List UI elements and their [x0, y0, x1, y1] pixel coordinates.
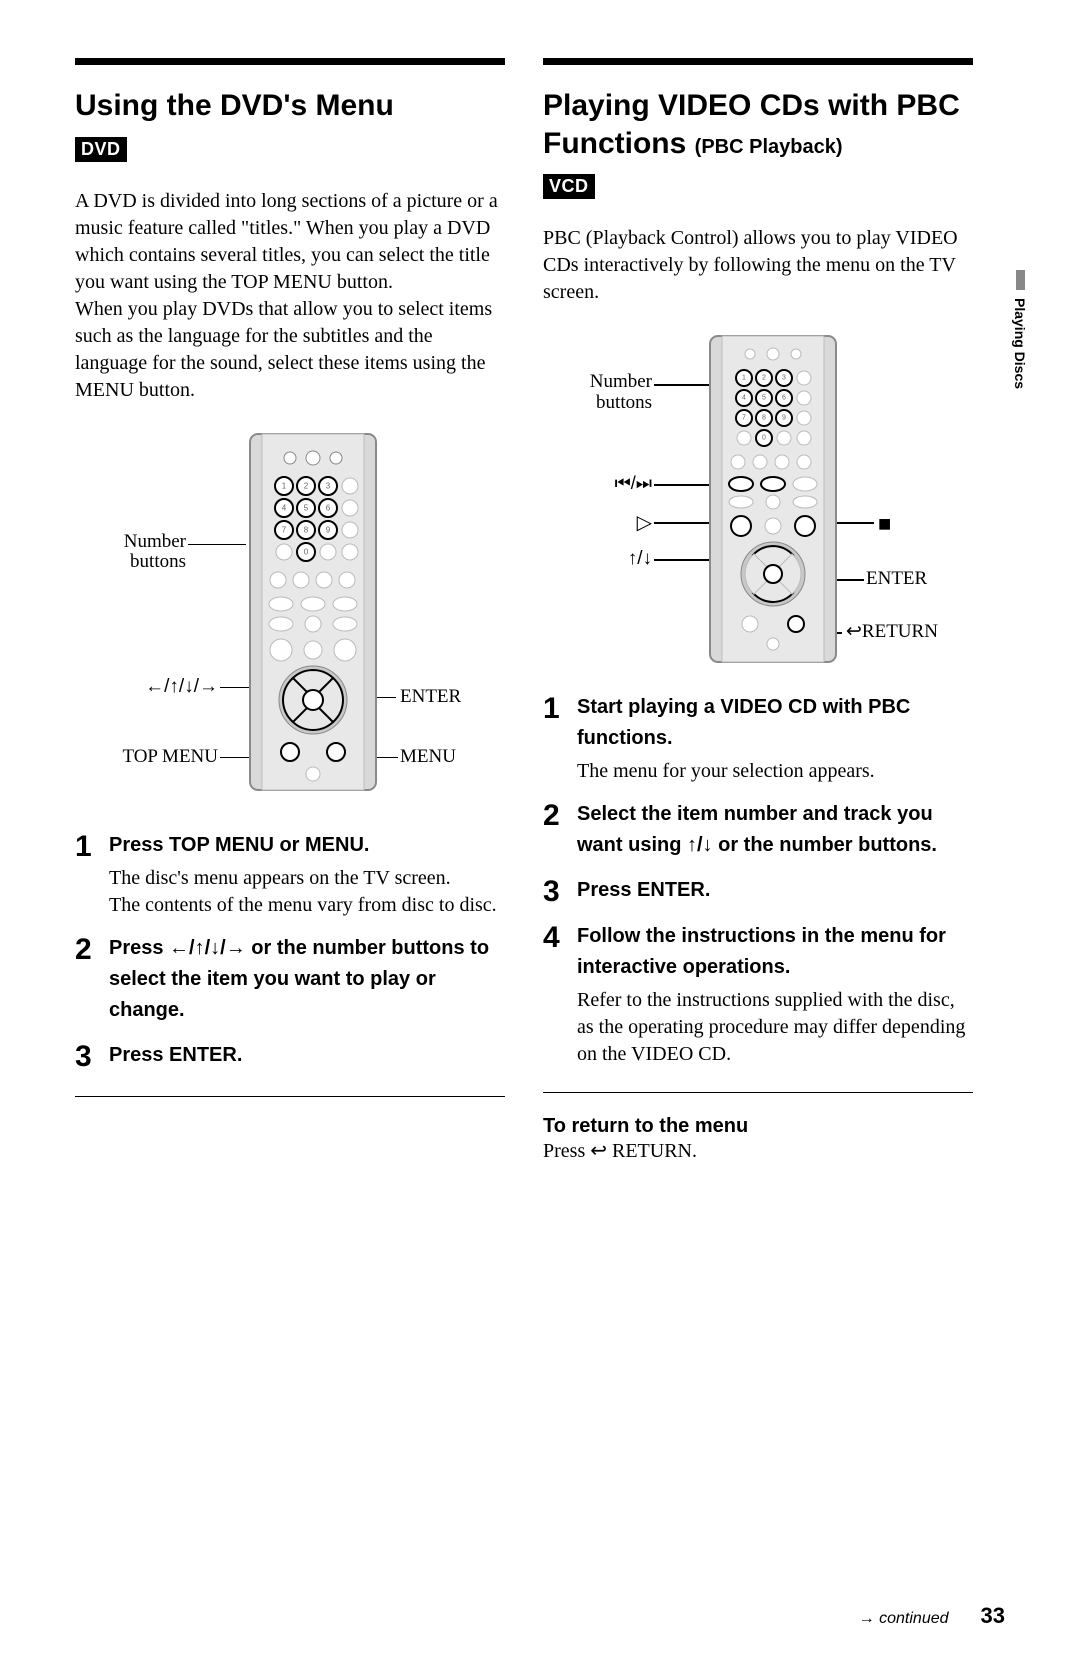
lead-line: [654, 522, 714, 524]
step-number: 3: [75, 1040, 109, 1072]
svg-text:5: 5: [762, 395, 766, 402]
right-title-sub: (PBC Playback): [695, 136, 843, 158]
note-text: Press ↩ RETURN.: [543, 1138, 973, 1165]
step-heading: Press ENTER.: [109, 1040, 505, 1071]
svg-text:0: 0: [762, 435, 766, 442]
step-heading: Press ←/↑/↓/→ or the number buttons to s…: [109, 933, 505, 1026]
continued-indicator: → continued: [859, 1610, 949, 1628]
svg-text:7: 7: [282, 525, 287, 534]
page-number: 33: [981, 1603, 1005, 1629]
svg-text:5: 5: [304, 503, 309, 512]
right-remote-figure: Number buttons ⏮/⏭ ▷ ↑/↓ ■ ENTER ↩RETURN: [548, 334, 968, 674]
svg-text:8: 8: [762, 415, 766, 422]
step-heading: Start playing a VIDEO CD with PBC functi…: [577, 692, 973, 754]
side-tab-label: Playing Discs: [1012, 298, 1028, 389]
svg-text:3: 3: [326, 481, 331, 490]
step: 2 Press ←/↑/↓/→ or the number buttons to…: [75, 933, 505, 1026]
svg-text:9: 9: [326, 525, 331, 534]
left-column: Using the DVD's Menu DVD A DVD is divide…: [75, 58, 505, 1165]
step: 3 Press ENTER.: [75, 1040, 505, 1072]
left-title: Using the DVD's Menu: [75, 87, 505, 125]
note-heading: To return to the menu: [543, 1115, 973, 1138]
section-rule: [543, 58, 973, 65]
step-number: 4: [543, 921, 577, 953]
svg-text:6: 6: [326, 503, 331, 512]
step-heading: Select the item number and track you wan…: [577, 799, 973, 861]
right-title: Playing VIDEO CDs with PBC Functions (PB…: [543, 87, 973, 162]
step-number: 1: [543, 692, 577, 724]
callout-arrows: ←/↑/↓/→: [100, 677, 218, 698]
callout-updown: ↑/↓: [598, 549, 652, 570]
side-tab-marker: [1016, 270, 1025, 290]
svg-text:2: 2: [762, 375, 766, 382]
remote-illustration: 1 2 3 4 5 6 7 8 9 0: [248, 432, 378, 792]
right-column: Playing VIDEO CDs with PBC Functions (PB…: [543, 58, 973, 1165]
callout-number-buttons: Number buttons: [566, 372, 652, 414]
step: 4 Follow the instructions in the menu fo…: [543, 921, 973, 1068]
callout-skip: ⏮/⏭: [558, 474, 652, 494]
callout-top-menu: TOP MENU: [100, 747, 218, 768]
step-number: 3: [543, 875, 577, 907]
step: 2 Select the item number and track you w…: [543, 799, 973, 861]
svg-text:4: 4: [282, 503, 287, 512]
lead-line: [654, 384, 710, 386]
page-footer: → continued 33: [859, 1603, 1005, 1629]
svg-text:8: 8: [304, 525, 309, 534]
svg-text:7: 7: [742, 415, 746, 422]
step: 1 Press TOP MENU or MENU. The disc's men…: [75, 830, 505, 919]
step: 3 Press ENTER.: [543, 875, 973, 907]
dvd-badge: DVD: [75, 137, 127, 162]
svg-text:9: 9: [782, 415, 786, 422]
step: 1 Start playing a VIDEO CD with PBC func…: [543, 692, 973, 785]
divider: [75, 1096, 505, 1097]
svg-text:3: 3: [782, 375, 786, 382]
callout-number-buttons: Number buttons: [100, 532, 186, 574]
callout-return-text: RETURN: [862, 621, 938, 642]
step-heading: Press TOP MENU or MENU.: [109, 830, 505, 861]
callout-menu: MENU: [400, 747, 456, 768]
svg-text:4: 4: [742, 395, 746, 402]
section-rule: [75, 58, 505, 65]
step-heading: Follow the instructions in the menu for …: [577, 921, 973, 983]
step-text: The disc's menu appears on the TV screen…: [109, 865, 505, 919]
callout-play: ▷: [608, 512, 652, 534]
right-intro: PBC (Playback Control) allows you to pla…: [543, 225, 973, 306]
left-steps: 1 Press TOP MENU or MENU. The disc's men…: [75, 830, 505, 1086]
svg-text:0: 0: [304, 547, 309, 556]
left-intro: A DVD is divided into long sections of a…: [75, 188, 505, 404]
svg-text:1: 1: [282, 481, 287, 490]
side-tab: Playing Discs: [1012, 270, 1028, 389]
callout-enter: ENTER: [866, 569, 927, 590]
step-number: 1: [75, 830, 109, 862]
step-text: Refer to the instructions supplied with …: [577, 987, 973, 1068]
svg-text:2: 2: [304, 481, 309, 490]
step-heading: Press ENTER.: [577, 875, 973, 906]
remote-illustration: 1 2 3 4 5 6 7 8 9 0: [708, 334, 838, 664]
step-number: 2: [543, 799, 577, 831]
svg-text:6: 6: [782, 395, 786, 402]
callout-return: ↩RETURN: [846, 622, 938, 643]
divider: [543, 1092, 973, 1093]
callout-enter: ENTER: [400, 687, 461, 708]
svg-text:1: 1: [742, 375, 746, 382]
step-text: The menu for your selection appears.: [577, 758, 973, 785]
step-number: 2: [75, 933, 109, 965]
left-remote-figure: Number buttons ←/↑/↓/→ TOP MENU ENTER ME…: [100, 432, 480, 812]
callout-stop: ■: [878, 512, 891, 536]
continued-text: continued: [879, 1610, 948, 1627]
lead-line: [188, 544, 246, 546]
right-steps: 1 Start playing a VIDEO CD with PBC func…: [543, 692, 973, 1082]
vcd-badge: VCD: [543, 174, 595, 199]
